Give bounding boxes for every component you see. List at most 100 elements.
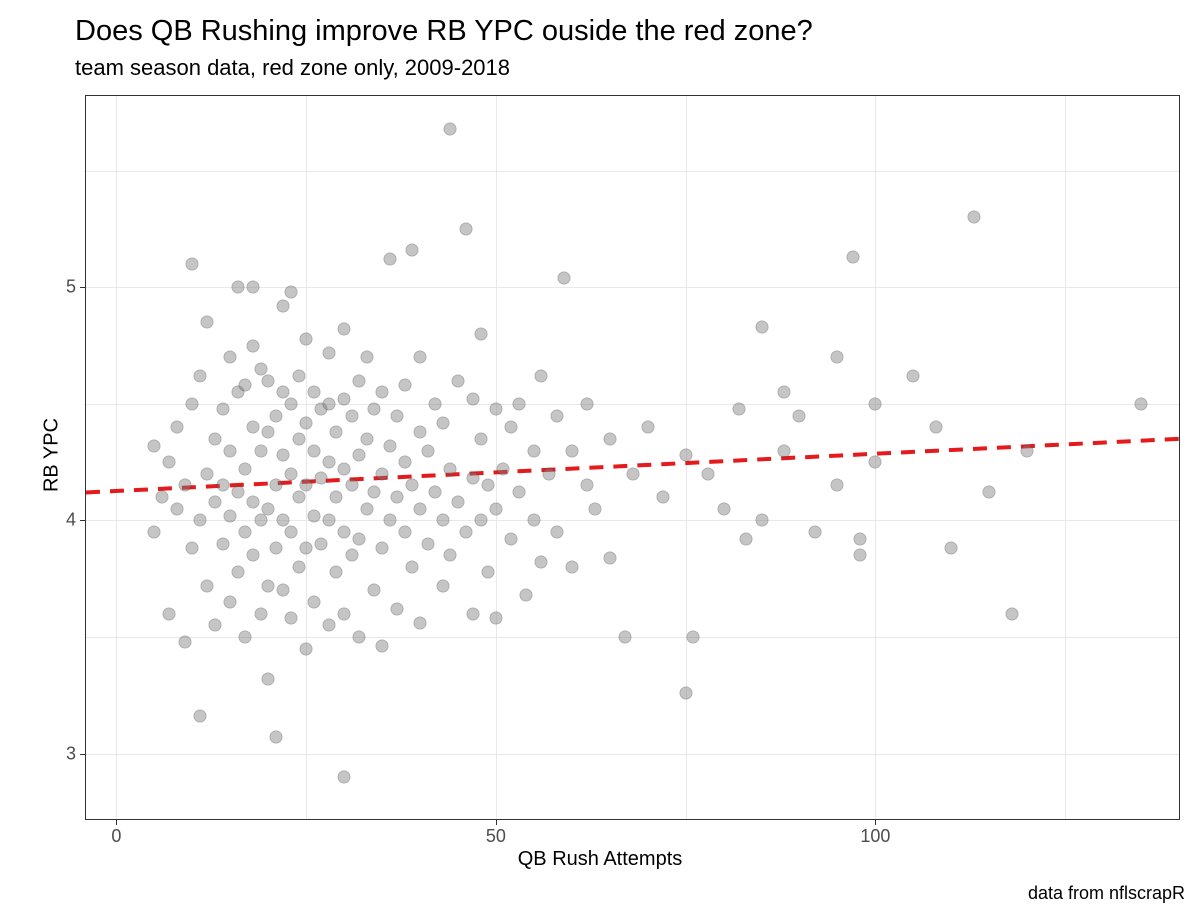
data-point: [148, 439, 161, 452]
data-point: [239, 526, 252, 539]
data-point: [527, 514, 540, 527]
data-point: [148, 526, 161, 539]
data-point: [353, 449, 366, 462]
data-point: [869, 397, 882, 410]
data-point: [322, 456, 335, 469]
y-tick-mark: [80, 287, 86, 288]
data-point: [269, 409, 282, 422]
data-point: [406, 479, 419, 492]
data-point: [505, 421, 518, 434]
data-point: [398, 456, 411, 469]
data-point: [376, 640, 389, 653]
data-point: [467, 393, 480, 406]
data-point: [406, 561, 419, 574]
data-point: [360, 351, 373, 364]
data-point: [269, 479, 282, 492]
x-tick-mark: [496, 819, 497, 825]
data-point: [406, 243, 419, 256]
data-point: [580, 397, 593, 410]
data-point: [338, 393, 351, 406]
data-point: [224, 509, 237, 522]
data-point: [322, 397, 335, 410]
data-point: [171, 421, 184, 434]
data-point: [618, 631, 631, 644]
data-point: [315, 472, 328, 485]
data-point: [854, 549, 867, 562]
data-point: [474, 514, 487, 527]
data-point: [413, 502, 426, 515]
data-point: [732, 402, 745, 415]
data-point: [489, 612, 502, 625]
data-point: [269, 542, 282, 555]
data-point: [444, 549, 457, 562]
data-point: [209, 432, 222, 445]
data-point: [186, 542, 199, 555]
data-point: [277, 299, 290, 312]
data-point: [246, 281, 259, 294]
data-point: [391, 491, 404, 504]
data-point: [216, 402, 229, 415]
data-point: [459, 526, 472, 539]
data-point: [209, 619, 222, 632]
data-point: [398, 379, 411, 392]
data-point: [451, 374, 464, 387]
x-tick-label: 100: [860, 826, 890, 847]
data-point: [155, 491, 168, 504]
y-tick-label: 5: [56, 277, 76, 298]
data-point: [300, 332, 313, 345]
data-point: [474, 327, 487, 340]
data-point: [444, 122, 457, 135]
data-point: [307, 509, 320, 522]
data-point: [436, 514, 449, 527]
data-point: [391, 603, 404, 616]
data-point: [262, 502, 275, 515]
data-point: [436, 416, 449, 429]
chart-title: Does QB Rushing improve RB YPC ouside th…: [75, 15, 813, 48]
data-point: [436, 579, 449, 592]
data-point: [869, 456, 882, 469]
grid-line-v: [116, 96, 117, 819]
data-point: [193, 369, 206, 382]
data-point: [383, 439, 396, 452]
data-point: [482, 479, 495, 492]
data-point: [413, 617, 426, 630]
data-point: [580, 479, 593, 492]
data-point: [322, 619, 335, 632]
data-point: [778, 444, 791, 457]
data-point: [338, 463, 351, 476]
data-point: [224, 444, 237, 457]
data-point: [307, 386, 320, 399]
data-point: [201, 316, 214, 329]
data-point: [292, 432, 305, 445]
plot-area: 345050100: [85, 95, 1180, 820]
grid-line-h: [86, 754, 1179, 755]
data-point: [535, 556, 548, 569]
data-point: [322, 346, 335, 359]
data-point: [527, 444, 540, 457]
data-point: [171, 502, 184, 515]
x-axis-label: QB Rush Attempts: [518, 848, 683, 871]
data-point: [368, 584, 381, 597]
data-point: [246, 549, 259, 562]
data-point: [641, 421, 654, 434]
data-point: [512, 397, 525, 410]
x-tick-mark: [116, 819, 117, 825]
data-point: [360, 502, 373, 515]
data-point: [968, 211, 981, 224]
chart-subtitle: team season data, red zone only, 2009-20…: [75, 55, 510, 81]
data-point: [360, 432, 373, 445]
data-point: [330, 565, 343, 578]
data-point: [467, 607, 480, 620]
data-point: [262, 579, 275, 592]
data-point: [292, 491, 305, 504]
data-point: [512, 486, 525, 499]
data-point: [163, 607, 176, 620]
x-tick-mark: [875, 819, 876, 825]
data-point: [444, 463, 457, 476]
data-point: [254, 444, 267, 457]
data-point: [482, 565, 495, 578]
data-point: [368, 486, 381, 499]
x-tick-label: 50: [486, 826, 506, 847]
data-point: [717, 502, 730, 515]
data-point: [338, 323, 351, 336]
